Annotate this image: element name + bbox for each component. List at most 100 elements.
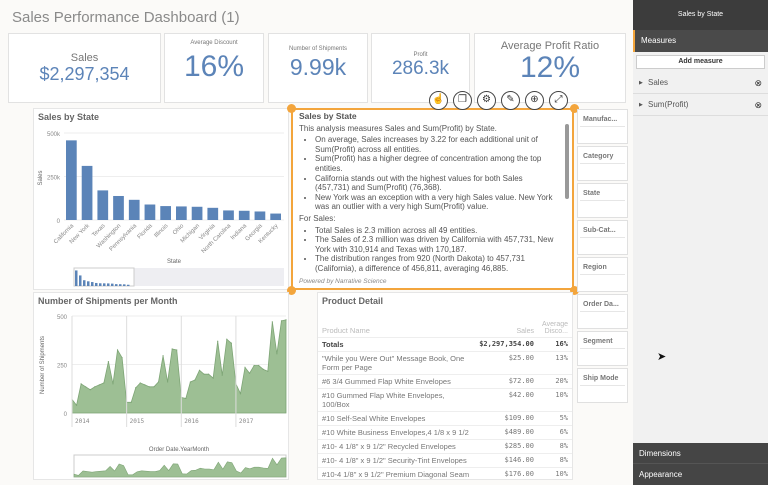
data-point [171, 348, 173, 350]
narrative-panel[interactable]: Sales by State This analysis measures Sa… [291, 108, 574, 290]
filter-pane[interactable]: Manufac... [577, 109, 628, 144]
data-point [217, 340, 219, 342]
table-row[interactable]: #10-4 1/8" x 9 1/2" Premium Diagonal Sea… [318, 467, 572, 479]
data-point [98, 384, 100, 386]
mini-bar [123, 284, 126, 286]
filter-pane[interactable]: Order Da... [577, 294, 628, 329]
narrative-bullets: On average, Sales increases by 3.22 for … [315, 135, 558, 212]
kpi-value: 286.3k [391, 58, 450, 79]
data-point [189, 381, 191, 383]
narrative-bullet: On average, Sales increases by 3.22 for … [315, 135, 558, 154]
measure-label: Sales [648, 77, 669, 87]
mini-bar [127, 284, 130, 286]
cell-sales: $25.00 [475, 351, 538, 375]
column-header-sales[interactable]: Sales [475, 309, 538, 338]
hand-icon[interactable]: ☝ [429, 91, 448, 110]
kpi-value: $2,297,354 [39, 64, 130, 84]
table-row[interactable]: #10 Gummed Flap White Envelopes, 100/Box… [318, 388, 572, 412]
mini-bar [83, 280, 86, 286]
sales-by-state-chart[interactable]: Sales by State 0 250k 500k Sales California N… [33, 108, 289, 290]
copy-icon[interactable]: ❐ [453, 91, 472, 110]
data-point [267, 370, 269, 372]
bar [176, 206, 187, 220]
resize-handle[interactable] [287, 104, 296, 113]
add-measure-button[interactable]: Add measure [636, 55, 765, 69]
shipments-chart[interactable]: Number of Shipments per Month 0 250 500 Num… [33, 292, 289, 480]
filter-pane[interactable]: Sub-Cat... [577, 220, 628, 255]
expand-icon[interactable]: ⤢ [549, 91, 568, 110]
cell-sales: $109.00 [475, 411, 538, 426]
cell-discount: 8% [538, 453, 572, 468]
kpi-sales[interactable]: Sales $2,297,354 [8, 33, 161, 103]
data-point [271, 321, 273, 323]
bar [254, 211, 266, 220]
filter-pane[interactable]: Ship Mode [577, 368, 628, 403]
data-point [230, 342, 232, 344]
remove-icon[interactable]: ⊗ [754, 77, 762, 88]
bar [97, 190, 109, 220]
narrative-bullets: Total Sales is 2.3 million across all 49… [315, 226, 558, 274]
data-point [285, 319, 287, 321]
table-row[interactable]: #10- 4 1/8" x 9 1/2" Recycled Envelopes $… [318, 439, 572, 454]
product-detail-table[interactable]: Product Detail Product Name Sales Average … [317, 292, 573, 480]
data-point [153, 386, 155, 388]
data-point [89, 389, 91, 391]
bar [207, 207, 219, 220]
data-point [221, 374, 223, 376]
table-row[interactable]: "While you Were Out" Message Book, One F… [318, 351, 572, 375]
column-header-product[interactable]: Product Name [318, 309, 476, 338]
kpi-profit[interactable]: Profit 286.3k [371, 33, 470, 103]
measure-item[interactable]: ▶ Sum(Profit) ⊗ [633, 94, 768, 116]
x-tick-label: North Carolina [201, 223, 233, 255]
bar [81, 165, 93, 220]
narrative-title: Sales by State [299, 111, 357, 121]
filter-pane[interactable]: State [577, 183, 628, 218]
cell-discount: 5% [538, 411, 572, 426]
data-point [276, 353, 278, 355]
resize-handle[interactable] [570, 104, 579, 113]
filter-pane[interactable]: Segment [577, 331, 628, 366]
chart-title: Sales by State [38, 112, 100, 122]
table-row[interactable]: #10 White Business Envelopes,4 1/8 x 9 1… [318, 425, 572, 440]
resize-handle[interactable] [570, 286, 579, 295]
x-tick-label: 2014 [75, 418, 90, 425]
table-row[interactable]: #10 Self-Seal White Envelopes $109.00 5% [318, 411, 572, 426]
data-point [103, 382, 105, 384]
totals-label: Totals [318, 337, 476, 352]
pencil-icon[interactable]: ✎ [501, 91, 520, 110]
data-point [130, 401, 132, 403]
measures-section[interactable]: Measures [633, 30, 768, 52]
measure-label: Sum(Profit) [648, 99, 689, 109]
bar [238, 210, 250, 220]
kpi-label: Average Profit Ratio [500, 40, 600, 52]
data-point [121, 357, 123, 359]
remove-icon[interactable]: ⊗ [754, 99, 762, 110]
measure-item[interactable]: ▶ Sales ⊗ [633, 72, 768, 94]
column-header-discount[interactable]: Average Disco... [538, 309, 572, 338]
x-tick-label: Illinois [154, 223, 170, 239]
kpi-average-profit-ratio[interactable]: Average Profit Ratio 12% [474, 33, 626, 103]
filter-pane[interactable]: Region [577, 257, 628, 292]
resize-handle[interactable] [287, 286, 296, 295]
dimensions-section[interactable]: Dimensions [633, 443, 768, 464]
cell-product: #10- 4 1/8" x 9 1/2" Security-Tint Envel… [318, 453, 476, 468]
kpi-average-discount[interactable]: Average Discount 16% [164, 33, 264, 103]
table-row[interactable]: #6 3/4 Gummed Flap White Envelopes $72.00… [318, 374, 572, 389]
appearance-section[interactable]: Appearance [633, 464, 768, 485]
kpi-shipments[interactable]: Number of Shipments 9.99k [268, 33, 368, 103]
scrollbar[interactable] [565, 124, 569, 199]
gear-icon[interactable]: ⚙ [477, 91, 496, 110]
cell-product: #6 3/4 Gummed Flap White Envelopes [318, 374, 476, 389]
target-icon[interactable]: ⊕ [525, 91, 544, 110]
cell-sales: $489.00 [475, 425, 538, 440]
table-row[interactable]: #10- 4 1/8" x 9 1/2" Security-Tint Envel… [318, 453, 572, 468]
data-point [226, 338, 228, 340]
data-point [116, 349, 119, 351]
x-tick-label: Ohio [172, 223, 186, 237]
mini-area [73, 457, 287, 478]
data-point [203, 373, 205, 375]
filter-pane[interactable]: Category [577, 146, 628, 181]
mini-bar [107, 283, 110, 286]
mouse-cursor-icon: ➤ [657, 351, 667, 363]
data-point [280, 320, 283, 322]
